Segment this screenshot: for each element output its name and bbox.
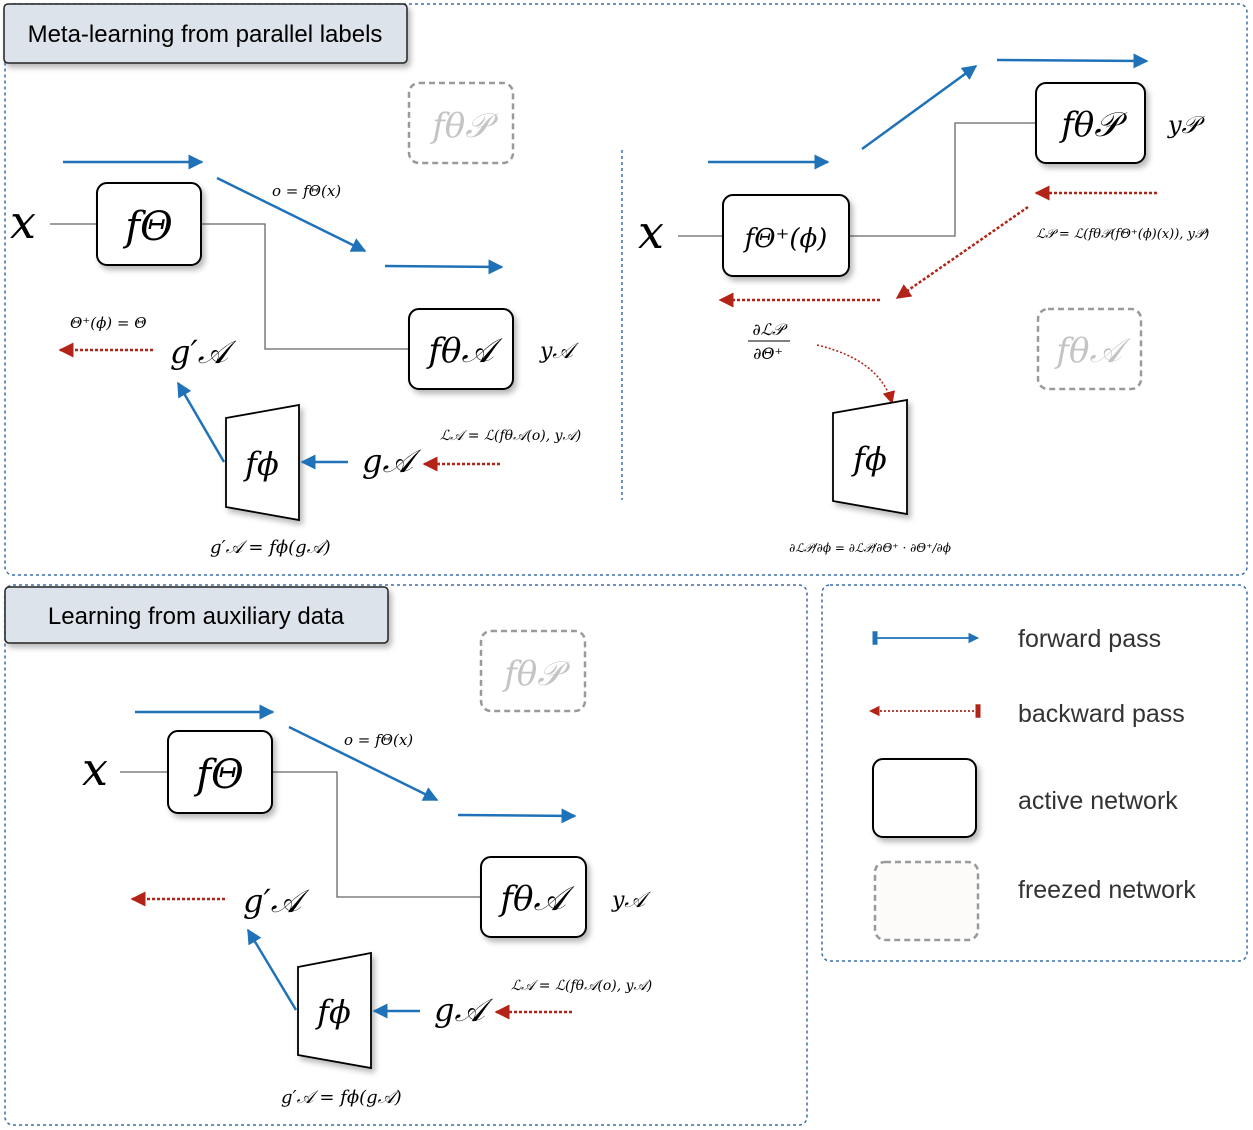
meta-right-head-p-label: fθ𝒫 [1058,105,1128,145]
aux-fwd-fphi-to-gprime [246,928,298,1011]
meta-left-encoder-label: fΘ [122,204,173,250]
meta-right-fwd-arrow-3 [996,53,1149,69]
aux-g-a: g𝒜 [434,991,493,1029]
meta-left-loss-a: ℒ𝒜 = ℒ(fθ𝒜(o), y𝒜) [440,428,581,444]
meta-left-frozen-head-p-label: fθ𝒫 [429,106,499,146]
legend-backward-label: backward pass [1018,700,1185,728]
meta-right-fphi-label: fϕ [851,440,887,478]
aux-fphi-trapezoid [297,951,372,1070]
legend-active-label: active network [1018,787,1178,815]
aux-o-eq: o = fΘ(x) [344,731,413,749]
meta-right-dl-dtheta-fraction: ∂ℒ𝒫 ∂Θ⁺ [748,320,790,363]
meta-right-loss-p: ℒ𝒫 = ℒ(fθ𝒫(fΘ⁺(ϕ)(x)), y𝒫) [1036,227,1209,242]
aux-frozen-head-p: fθ𝒫 [479,629,587,713]
aux-y-a: y𝒜 [611,888,651,913]
aux-head-a: fθ𝒜 [480,856,587,938]
aux-input-x: x [82,742,108,796]
legend-panel-frame [821,584,1248,962]
meta-left-theta-plus-eq: Θ⁺(ϕ) = Θ [70,314,147,332]
legend-active-box [872,758,977,838]
meta-left-fphi-label: fϕ [243,445,279,483]
aux-encoder-label: fΘ [193,752,244,798]
legend-frozen-label: freezed network [1018,876,1196,904]
meta-panel-title: Meta-learning from parallel labels [28,21,383,48]
meta-right-input-x: x [638,205,664,259]
meta-right-fwd-arrow-2 [861,64,978,151]
aux-panel-title: Learning from auxiliary data [48,603,345,630]
meta-right-connectors [678,122,1036,237]
meta-left-g-a: g𝒜 [362,442,421,480]
meta-right-fphi-trapezoid [832,398,908,516]
meta-left-input-x: x [10,195,36,249]
aux-g-prime-a: g′𝒜 [243,882,310,920]
meta-right-y-p: y𝒫 [1167,111,1206,139]
meta-left-fphi-trapezoid [225,403,300,522]
meta-right-head-p: fθ𝒫 [1035,82,1146,164]
aux-fwd-arrow-2 [288,725,439,802]
meta-left-fwd-arrow-2 [216,176,367,253]
meta-left-g-prime-eq: g′𝒜 = fϕ(g𝒜) [210,537,331,558]
meta-panel-title-tag: Meta-learning from parallel labels [3,3,408,64]
legend-forward-label: forward pass [1018,625,1161,653]
aux-head-a-label: fθ𝒜 [497,879,575,919]
meta-right-bwd-arrow-2 [895,205,1029,300]
meta-panel-frame [4,3,1248,576]
meta-right-frozen-head-a-label: fθ𝒜 [1053,331,1131,371]
meta-left-y-a: y𝒜 [539,339,579,364]
meta-left-frozen-head-p: fθ𝒫 [407,81,515,165]
meta-right-encoder-box: fΘ⁺(ϕ) [722,194,850,277]
meta-left-head-a: fθ𝒜 [408,308,514,390]
aux-loss-a: ℒ𝒜 = ℒ(fθ𝒜(o), y𝒜) [511,978,652,994]
aux-encoder-box: fΘ [167,730,273,814]
meta-right-dl-dtheta-num: ∂ℒ𝒫 [752,320,788,339]
aux-fphi-label: fϕ [315,993,351,1031]
aux-frozen-head-p-label: fθ𝒫 [501,654,571,694]
meta-right-frozen-head-a: fθ𝒜 [1036,307,1143,391]
aux-connectors [120,771,484,898]
legend-frozen-box [873,860,980,942]
aux-panel-frame [4,584,808,1126]
meta-left-encoder-box: fΘ [96,182,202,266]
legend: forward pass backward pass active networ… [868,625,1196,942]
meta-left-fwd-arrow-3 [384,259,504,275]
meta-left-fwd-fphi-to-gprime [176,381,226,463]
meta-left-connectors [50,223,410,350]
meta-left-head-a-label: fθ𝒜 [425,331,503,371]
meta-left-o-eq: o = fΘ(x) [272,182,341,200]
meta-right-encoder-label: fΘ⁺(ϕ) [743,224,828,254]
aux-panel-title-tag: Learning from auxiliary data [4,586,389,644]
aux-g-prime-eq: g′𝒜 = fϕ(g𝒜) [281,1087,402,1108]
meta-right-bwd-curve [816,344,896,405]
aux-fwd-arrow-3 [457,808,577,824]
meta-right-dl-dtheta-den: ∂Θ⁺ [753,344,783,363]
meta-right-chain-rule: ∂ℒ𝒫/∂ϕ = ∂ℒ𝒫/∂Θ⁺ · ∂Θ⁺/∂ϕ [789,541,951,555]
meta-left-g-prime-a: g′𝒜 [170,333,237,371]
